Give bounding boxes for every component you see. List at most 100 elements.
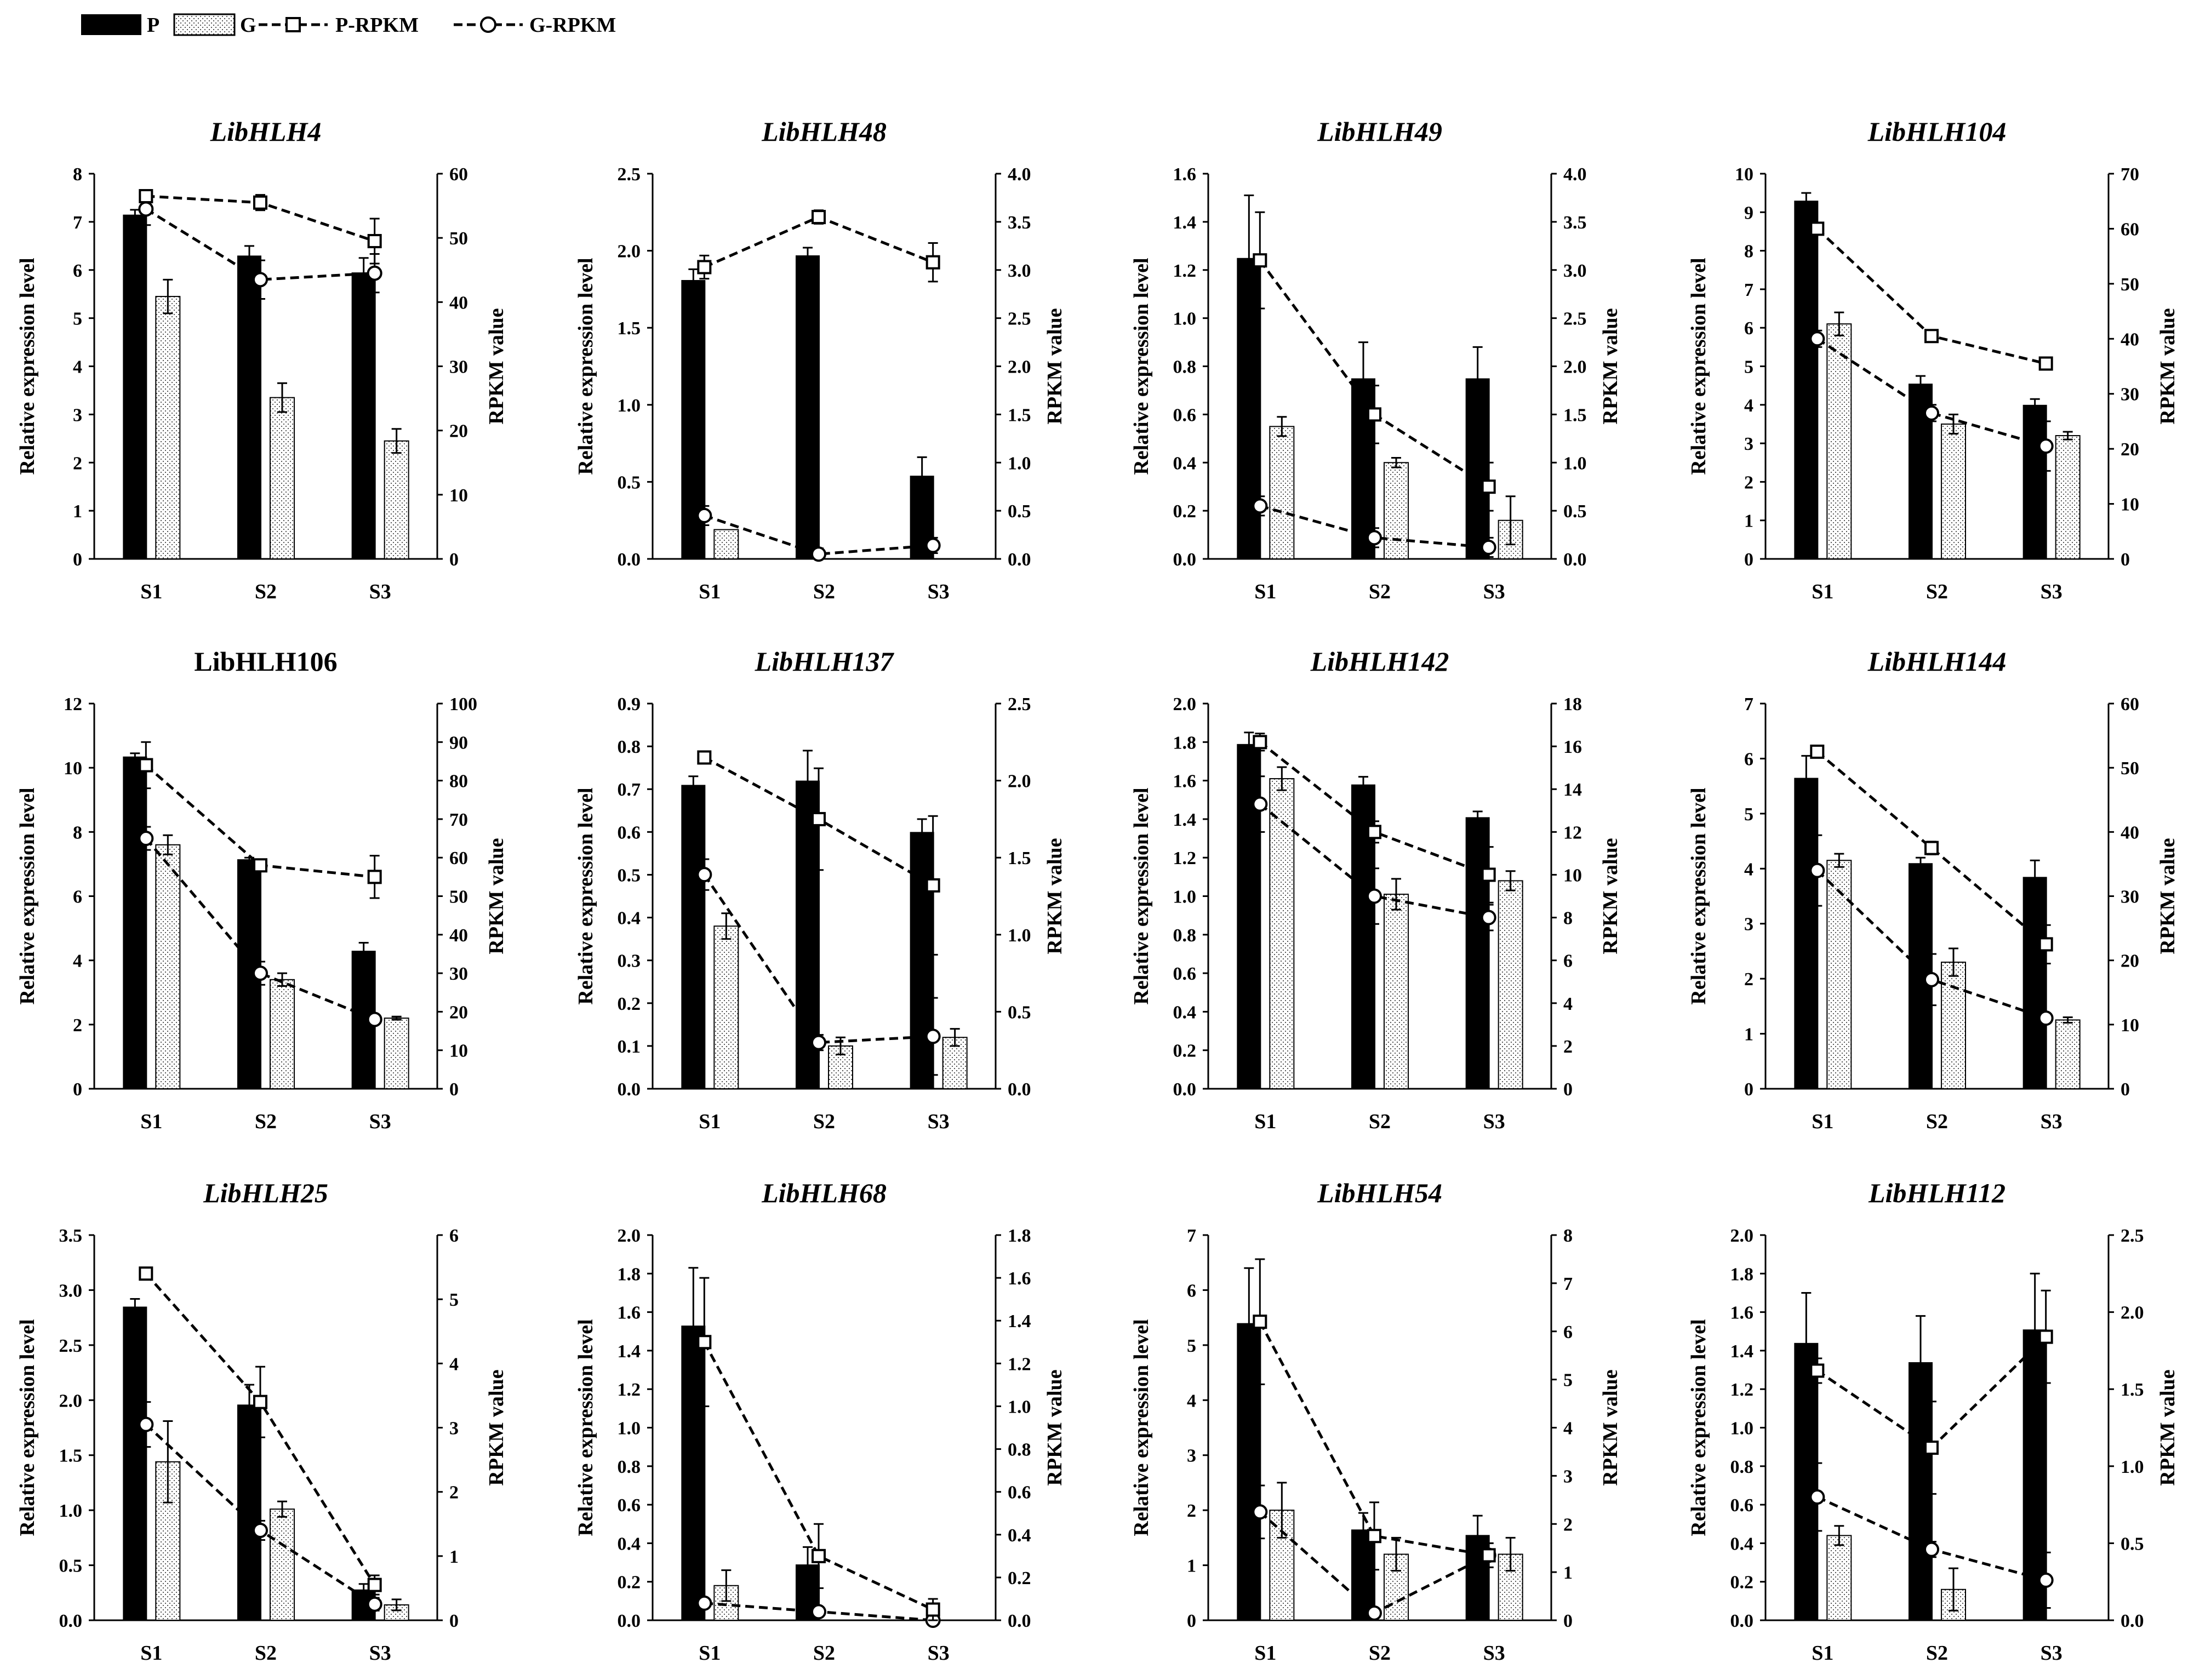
- chart-title: LibHLH144: [1867, 646, 2007, 677]
- y2-axis-label: RPKM value: [485, 308, 508, 424]
- bar-p: [2022, 877, 2047, 1089]
- chart-title: LibHLH68: [761, 1178, 887, 1208]
- left-tick-label: 1.2: [1173, 261, 1197, 281]
- right-tick-label: 2.5: [1563, 309, 1587, 329]
- g-rpkm-point: [138, 1416, 154, 1432]
- left-tick-label: 2.5: [59, 1336, 83, 1356]
- left-tick-label: 0: [73, 1079, 82, 1100]
- left-tick-label: 1.4: [618, 1341, 641, 1362]
- bar-g: [384, 1018, 409, 1090]
- g-rpkm-point: [925, 538, 941, 553]
- p-rpkm-point: [1367, 825, 1381, 839]
- right-tick-label: 18: [1563, 694, 1582, 715]
- chart-libhlh112: LibHLH112 0.0 0.2 0.4 0.6 0.8 1.0 1.2 1.4 1.6 1.8 2…: [1687, 1178, 2179, 1665]
- g-rpkm-point: [367, 1012, 382, 1027]
- right-tick-label: 7: [1563, 1274, 1573, 1294]
- left-tick-label: 0.4: [618, 908, 641, 929]
- p-rpkm-point: [1253, 735, 1267, 750]
- left-tick-label: 7: [1744, 694, 1753, 715]
- left-tick-label: 3: [73, 405, 82, 425]
- y2-axis-label: RPKM value: [1043, 838, 1066, 954]
- left-tick-label: 5: [1187, 1336, 1196, 1356]
- y-axis-label: Relative expression level: [1687, 787, 1710, 1004]
- category-label: S3: [1483, 580, 1505, 603]
- left-tick-label: 3: [1187, 1446, 1196, 1466]
- bar-g: [713, 925, 739, 1089]
- bar-p: [123, 756, 147, 1089]
- bar-p: [1794, 201, 1819, 559]
- right-tick-label: 0.0: [2121, 1611, 2144, 1631]
- left-tick-label: 0.0: [618, 550, 641, 570]
- g-rpkm-line: [1816, 338, 2047, 448]
- p-rpkm-point: [367, 234, 382, 249]
- left-tick-label: 0.4: [1173, 453, 1197, 473]
- bar-p: [796, 255, 820, 559]
- bar-g: [1941, 423, 1966, 560]
- left-tick-label: 2: [73, 453, 82, 473]
- p-rpkm-point: [253, 858, 267, 873]
- left-tick-label: 1: [1744, 1025, 1753, 1045]
- left-tick-label: 4: [1744, 396, 1753, 416]
- g-rpkm-point: [1481, 910, 1496, 925]
- bar-p: [2022, 404, 2047, 559]
- right-tick-label: 10: [2121, 495, 2139, 515]
- right-tick-label: 4.0: [1563, 164, 1587, 185]
- p-rpkm-point: [697, 1335, 712, 1350]
- left-tick-label: 2.0: [618, 242, 641, 262]
- bar-p: [351, 272, 376, 559]
- right-tick-label: 20: [449, 1002, 468, 1022]
- y2-axis-label: RPKM value: [485, 838, 508, 954]
- y-axis-label: Relative expression level: [1687, 258, 1710, 475]
- right-tick-label: 0.0: [1008, 1611, 1031, 1631]
- p-rpkm-point: [1481, 867, 1496, 882]
- left-tick-label: 1: [73, 501, 82, 522]
- left-tick-label: 2: [1744, 472, 1753, 493]
- g-rpkm-point: [2038, 438, 2054, 454]
- category-label: S1: [1812, 1110, 1833, 1133]
- right-tick-label: 1.5: [1563, 405, 1587, 425]
- category-label: S2: [255, 1110, 277, 1133]
- left-tick-label: 4: [1744, 859, 1753, 879]
- right-tick-label: 40: [2121, 329, 2139, 350]
- g-rpkm-point: [1252, 498, 1268, 514]
- left-tick-label: 2: [1744, 969, 1753, 990]
- right-tick-label: 1.0: [2121, 1457, 2144, 1477]
- g-rpkm-point: [138, 831, 154, 847]
- bar-p: [123, 1306, 147, 1620]
- left-tick-label: 2.5: [618, 164, 641, 185]
- left-tick-label: 5: [73, 309, 82, 329]
- y2-axis-label: RPKM value: [1599, 838, 1622, 954]
- legend-g-swatch: [173, 13, 236, 36]
- legend-g-rpkm-marker: [480, 16, 496, 33]
- p-rpkm-point: [2038, 356, 2053, 371]
- category-label: S1: [699, 1110, 721, 1133]
- left-tick-label: 1.4: [1730, 1341, 1754, 1362]
- right-tick-label: 30: [2121, 887, 2139, 907]
- p-rpkm-point: [367, 870, 382, 884]
- p-rpkm-point: [1481, 479, 1496, 494]
- left-tick-label: 0.0: [618, 1079, 641, 1100]
- y2-axis-label: RPKM value: [2156, 1369, 2179, 1485]
- category-label: S2: [255, 580, 277, 603]
- legend-p-rpkm-marker: [285, 17, 301, 32]
- category-label: S1: [699, 1642, 721, 1665]
- p-rpkm-point: [139, 758, 153, 773]
- left-tick-label: 8: [73, 164, 82, 185]
- right-tick-label: 60: [2121, 219, 2139, 239]
- right-tick-label: 50: [2121, 758, 2139, 779]
- g-rpkm-point: [1367, 530, 1382, 546]
- left-tick-label: 0.5: [618, 865, 641, 885]
- left-tick-label: 1.2: [1173, 848, 1197, 868]
- category-label: S3: [369, 1642, 391, 1665]
- bar-g: [270, 979, 295, 1089]
- right-tick-label: 80: [449, 772, 468, 792]
- left-tick-label: 8: [1744, 242, 1753, 262]
- right-tick-label: 1.2: [1008, 1354, 1031, 1374]
- left-tick-label: 6: [73, 261, 82, 281]
- bar-g: [270, 397, 295, 560]
- left-tick-label: 1.2: [1730, 1380, 1754, 1400]
- left-tick-label: 7: [1187, 1226, 1196, 1246]
- right-tick-label: 0: [1563, 1611, 1573, 1631]
- legend-g-rpkm-label: G-RPKM: [529, 14, 616, 37]
- chart-libhlh144: LibHLH144 0 1 2 3 4 5 6 7 0 10 20 30 40 50 60 Relative e…: [1687, 646, 2179, 1133]
